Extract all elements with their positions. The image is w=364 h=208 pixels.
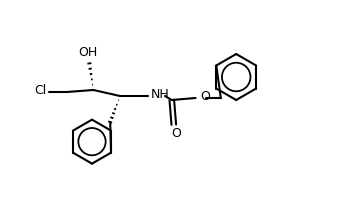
- Text: O: O: [171, 127, 181, 140]
- Text: O: O: [201, 90, 210, 104]
- Text: Cl: Cl: [35, 84, 47, 98]
- Text: OH: OH: [78, 46, 97, 59]
- Text: NH: NH: [151, 88, 170, 102]
